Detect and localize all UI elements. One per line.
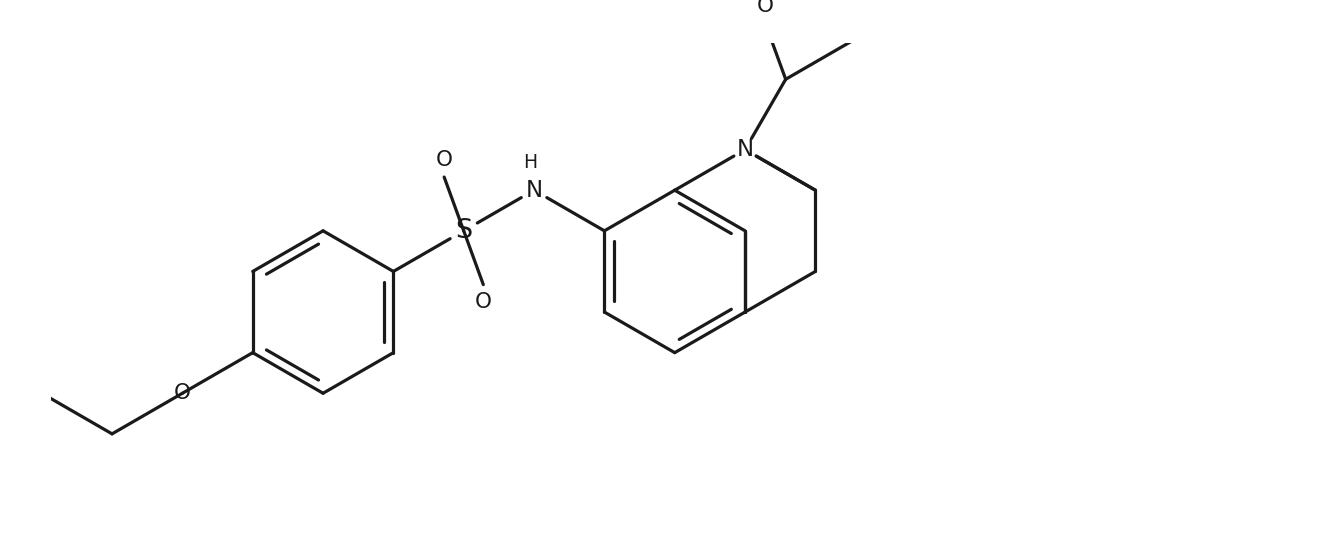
Text: S: S: [455, 218, 472, 244]
Text: O: O: [174, 383, 191, 404]
Text: O: O: [757, 0, 774, 15]
Text: O: O: [436, 150, 452, 169]
Text: N: N: [737, 138, 754, 161]
Text: H: H: [523, 153, 538, 172]
Text: O: O: [474, 292, 492, 312]
Text: N: N: [526, 179, 543, 201]
